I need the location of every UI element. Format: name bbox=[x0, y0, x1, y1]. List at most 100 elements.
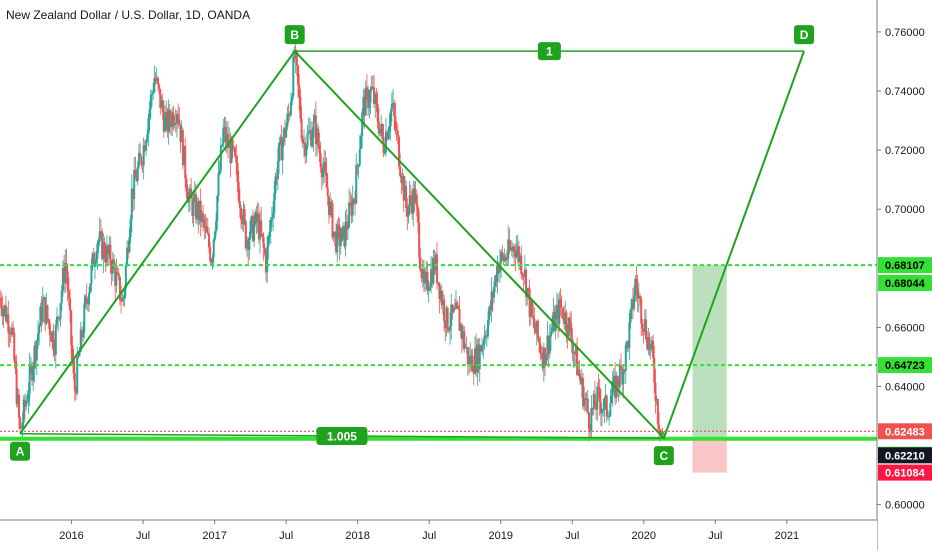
candle-body bbox=[539, 343, 542, 354]
candle-body bbox=[643, 319, 646, 332]
candle-body bbox=[266, 246, 269, 273]
candle-body bbox=[261, 233, 264, 238]
candle-body bbox=[559, 299, 562, 307]
candle-body bbox=[618, 365, 621, 387]
candle-body bbox=[563, 318, 566, 325]
candle-body bbox=[453, 308, 456, 310]
price-label-box bbox=[878, 423, 932, 440]
candle-body bbox=[363, 96, 366, 116]
candle-body bbox=[307, 131, 310, 133]
candle-body bbox=[374, 94, 377, 105]
candle-body bbox=[205, 226, 208, 233]
candle-body bbox=[145, 141, 148, 151]
candle-body bbox=[110, 265, 113, 274]
candle-body bbox=[64, 263, 67, 283]
candle-body bbox=[158, 84, 161, 89]
candle-body bbox=[46, 305, 49, 320]
candle-body bbox=[367, 89, 370, 109]
candle-body bbox=[98, 231, 101, 242]
candle-body bbox=[8, 332, 11, 334]
candle-body bbox=[352, 198, 355, 200]
candle-body bbox=[7, 314, 10, 333]
candle-body bbox=[78, 351, 81, 357]
candle-body bbox=[212, 239, 215, 258]
candle-body bbox=[293, 56, 296, 59]
candle-body bbox=[253, 223, 256, 241]
candle-body bbox=[650, 340, 653, 346]
candle-body bbox=[579, 376, 582, 384]
candle-body bbox=[402, 175, 405, 201]
candle-body bbox=[231, 139, 234, 149]
candle-body bbox=[639, 296, 642, 299]
candle-body bbox=[319, 152, 322, 168]
x-tick-label: 2019 bbox=[488, 530, 512, 542]
candle-body bbox=[209, 247, 212, 262]
candle-body bbox=[585, 398, 588, 400]
point-label-box bbox=[653, 446, 674, 466]
candle-body bbox=[490, 291, 493, 311]
candle-body bbox=[183, 145, 186, 166]
candle-body bbox=[255, 212, 258, 223]
candle-body bbox=[415, 194, 418, 208]
candle-body bbox=[438, 282, 441, 299]
candle-body bbox=[115, 272, 118, 286]
candle-body bbox=[154, 78, 157, 81]
candle-body bbox=[33, 345, 36, 369]
candle-body bbox=[150, 93, 153, 96]
candle-body bbox=[146, 134, 149, 142]
candle-body bbox=[27, 393, 30, 402]
candle-body bbox=[576, 346, 579, 376]
candle-body bbox=[66, 271, 69, 291]
candle-body bbox=[166, 112, 169, 132]
candle-body bbox=[625, 341, 628, 345]
ratio-label: 1 bbox=[546, 45, 553, 59]
candle-body bbox=[174, 123, 177, 125]
candle-body bbox=[137, 152, 140, 167]
candle-body bbox=[547, 335, 550, 354]
candle-body bbox=[128, 236, 131, 253]
candle-body bbox=[229, 141, 232, 163]
candle-body bbox=[20, 427, 23, 429]
candle-body bbox=[103, 242, 106, 258]
candle-body bbox=[549, 331, 552, 337]
candle-body bbox=[419, 257, 422, 271]
candle-body bbox=[637, 296, 640, 299]
price-label-box bbox=[878, 257, 932, 274]
candle-body bbox=[325, 172, 328, 188]
candle-body bbox=[272, 212, 275, 218]
candle-body bbox=[278, 142, 281, 162]
candle-body bbox=[407, 205, 410, 217]
candle-body bbox=[67, 290, 70, 299]
candle-body bbox=[487, 319, 490, 336]
candle-body bbox=[542, 347, 545, 369]
candle-body bbox=[622, 370, 625, 385]
candle-body bbox=[12, 327, 15, 334]
candle-body bbox=[79, 329, 82, 352]
candle-body bbox=[470, 355, 473, 367]
candle-body bbox=[592, 393, 595, 410]
candle-body bbox=[616, 376, 619, 387]
x-tick-label: 2020 bbox=[632, 530, 656, 542]
ratio-label-box bbox=[537, 42, 561, 61]
candle-body bbox=[608, 415, 611, 417]
candle-body bbox=[383, 152, 386, 154]
candle-body bbox=[527, 288, 530, 290]
candle-body bbox=[122, 297, 125, 299]
candle-body bbox=[262, 237, 265, 249]
candle-body bbox=[375, 94, 378, 104]
candle-body bbox=[475, 348, 478, 373]
candle-body bbox=[90, 264, 93, 284]
candle-body bbox=[660, 431, 663, 436]
candle-body bbox=[447, 330, 450, 332]
candle-body bbox=[495, 275, 498, 283]
candle-body bbox=[216, 195, 219, 221]
candle-body bbox=[51, 331, 54, 342]
candle-body bbox=[318, 145, 321, 153]
candle-body bbox=[198, 200, 201, 220]
candle-body bbox=[538, 338, 541, 344]
candle-body bbox=[405, 185, 408, 209]
candle-body bbox=[111, 259, 114, 274]
candle-body bbox=[276, 161, 279, 180]
candle-body bbox=[77, 356, 80, 358]
